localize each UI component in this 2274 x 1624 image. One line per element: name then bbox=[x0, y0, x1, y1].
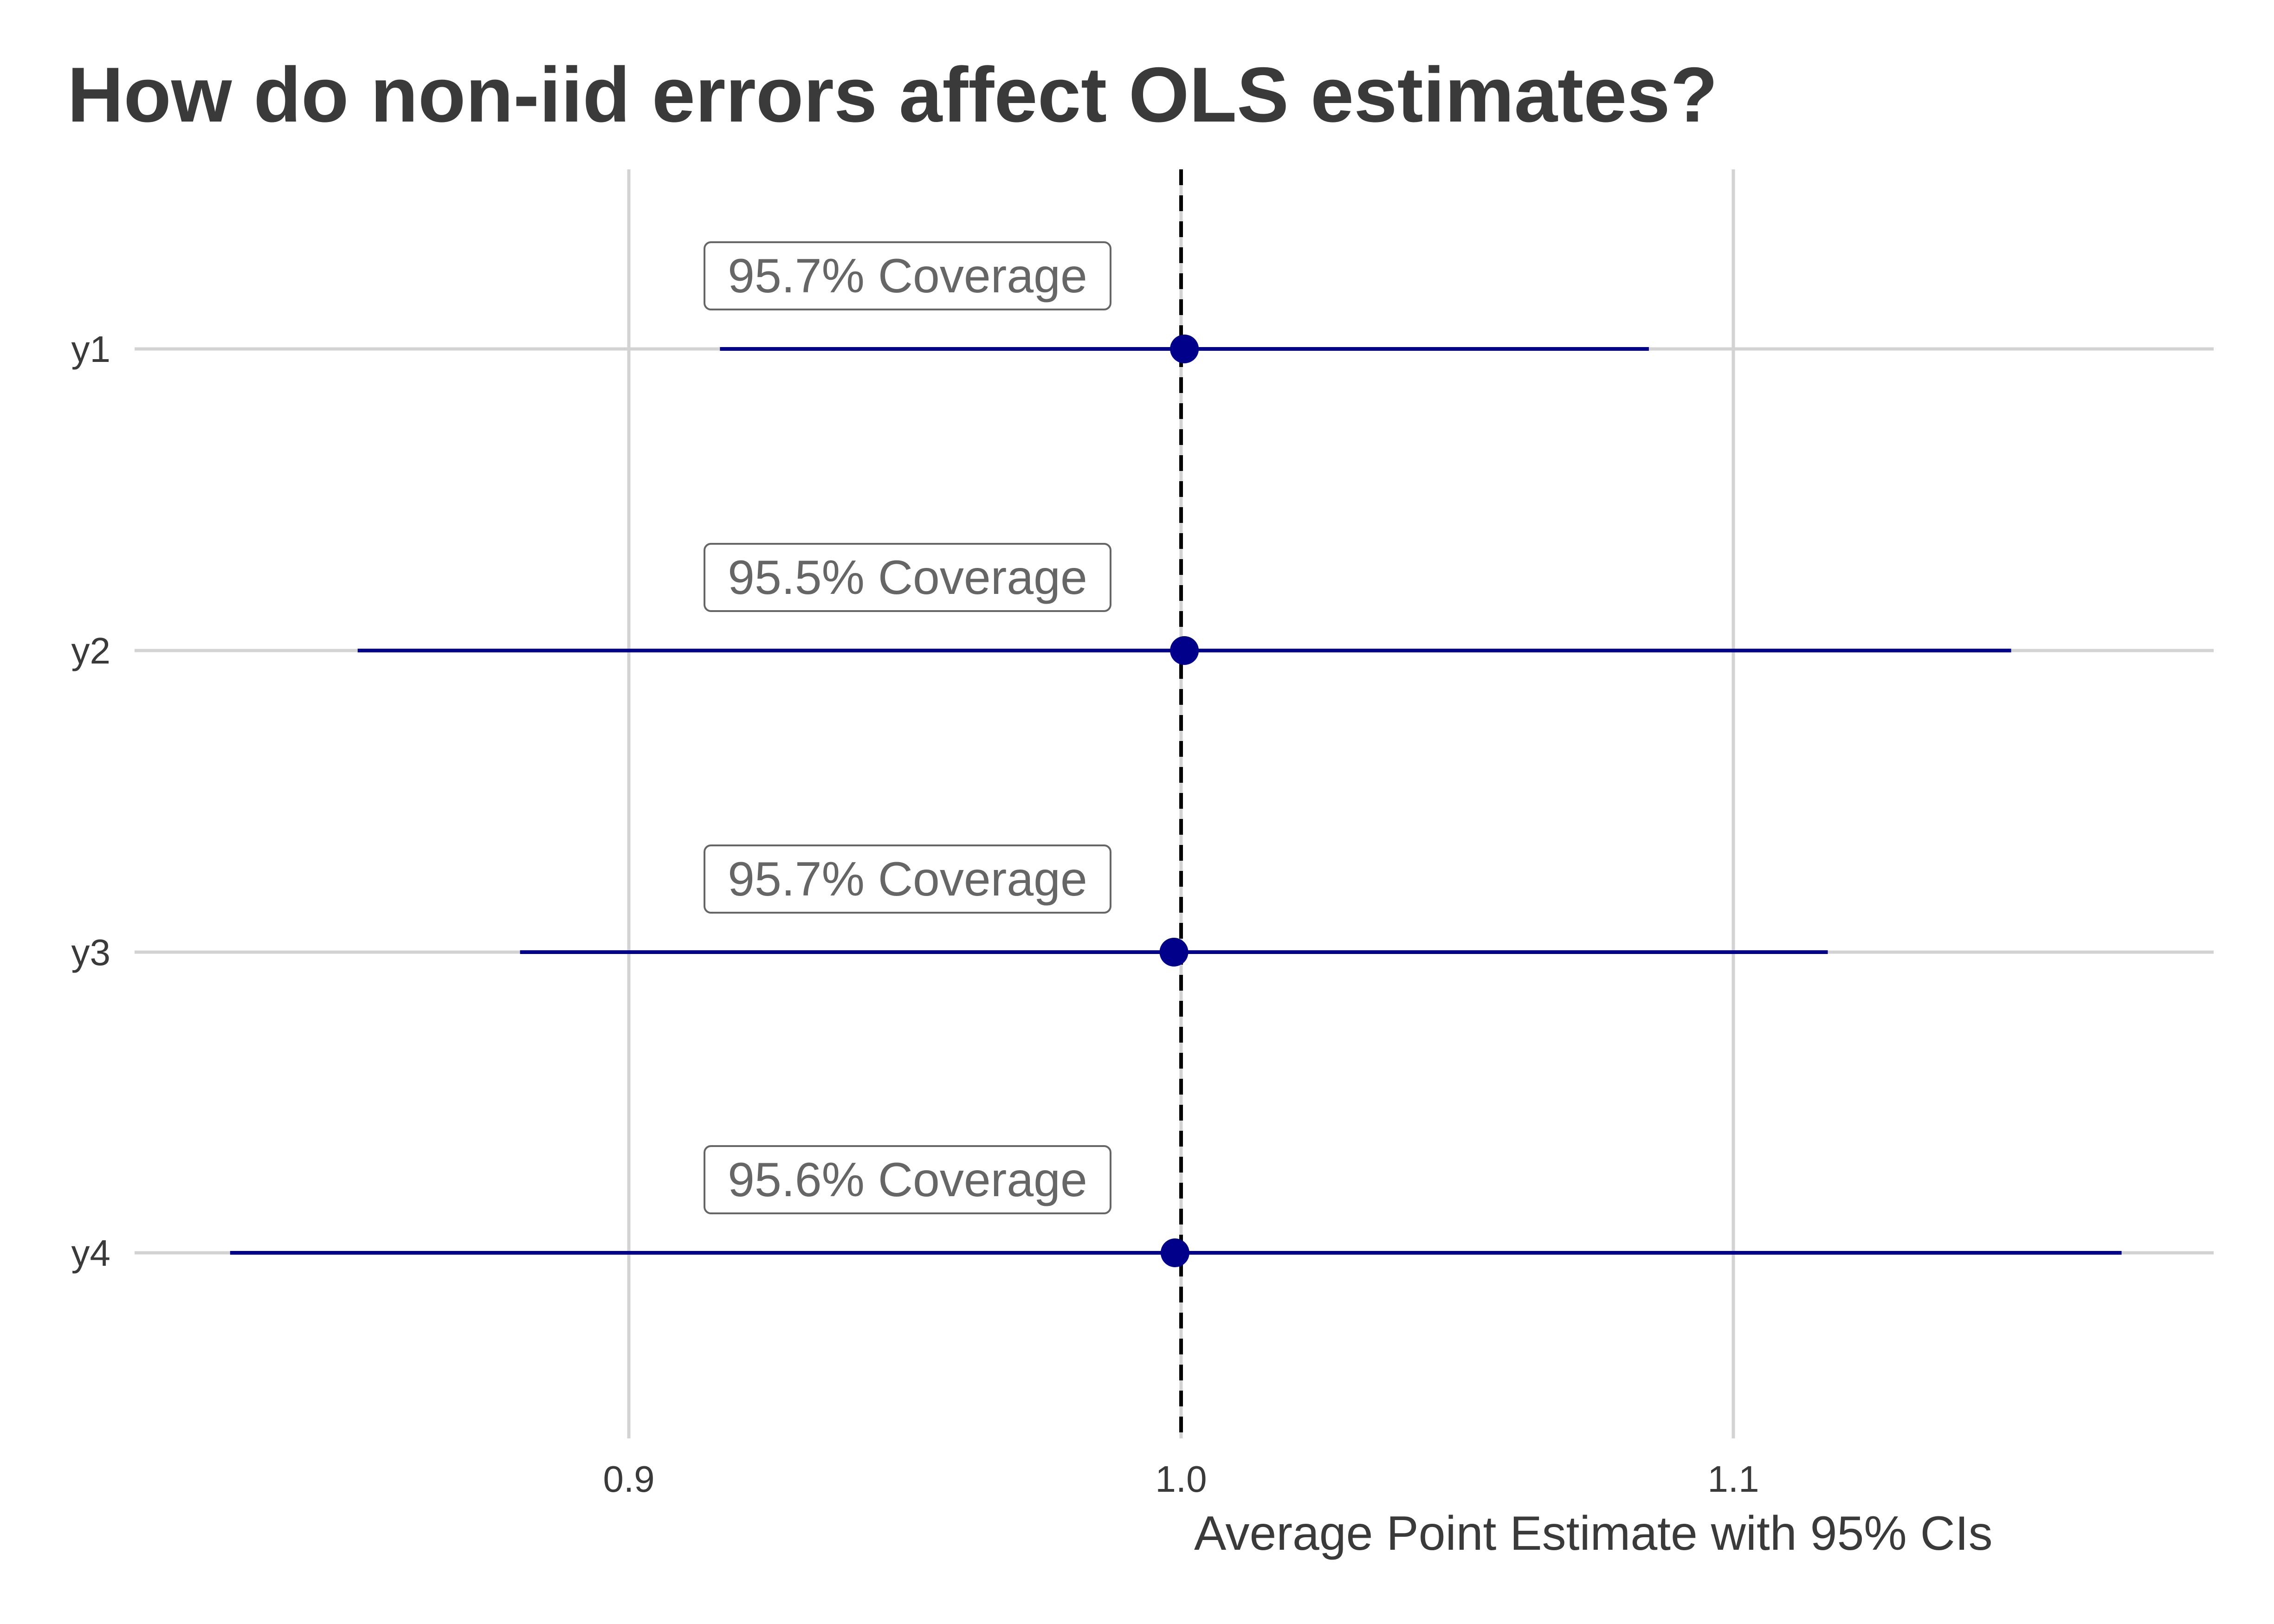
annotation-layer: 95.7% Coverage 95.5% Coverage 95.7% Covera… bbox=[704, 241, 1111, 1214]
axis-layer: 0.9 1.0 1.1 y1 y2 y3 y4 bbox=[71, 329, 1759, 1500]
y-tick-label: y4 bbox=[71, 1232, 111, 1274]
coverage-label: 95.6% Coverage bbox=[728, 1153, 1087, 1207]
x-tick-label: 1.1 bbox=[1707, 1458, 1759, 1500]
chart-title: How do non-iid errors affect OLS estimat… bbox=[67, 51, 1718, 138]
coverage-label: 95.7% Coverage bbox=[728, 249, 1087, 303]
x-axis-title: Average Point Estimate with 95% CIs bbox=[1194, 1507, 1993, 1560]
y-tick-label: y2 bbox=[71, 630, 111, 671]
y-tick-label: y3 bbox=[71, 932, 111, 973]
x-tick-label: 1.0 bbox=[1155, 1458, 1207, 1500]
coverage-label: 95.7% Coverage bbox=[728, 852, 1087, 906]
coverage-label-box bbox=[704, 1145, 1111, 1214]
estimate-point bbox=[1160, 1238, 1189, 1267]
ci-layer bbox=[230, 347, 2122, 1255]
coverage-label: 95.5% Coverage bbox=[728, 551, 1087, 605]
estimate-point bbox=[1170, 636, 1199, 665]
point-layer bbox=[1159, 335, 1199, 1267]
y-tick-label: y1 bbox=[71, 329, 111, 370]
estimate-point bbox=[1159, 938, 1189, 967]
estimate-point bbox=[1170, 335, 1199, 363]
coverage-label-box bbox=[704, 844, 1111, 914]
coverage-label-box bbox=[704, 543, 1111, 612]
x-tick-label: 0.9 bbox=[603, 1458, 654, 1500]
coverage-label-box bbox=[704, 241, 1111, 310]
